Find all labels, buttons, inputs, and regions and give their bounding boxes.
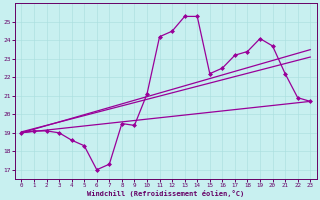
- X-axis label: Windchill (Refroidissement éolien,°C): Windchill (Refroidissement éolien,°C): [87, 190, 244, 197]
